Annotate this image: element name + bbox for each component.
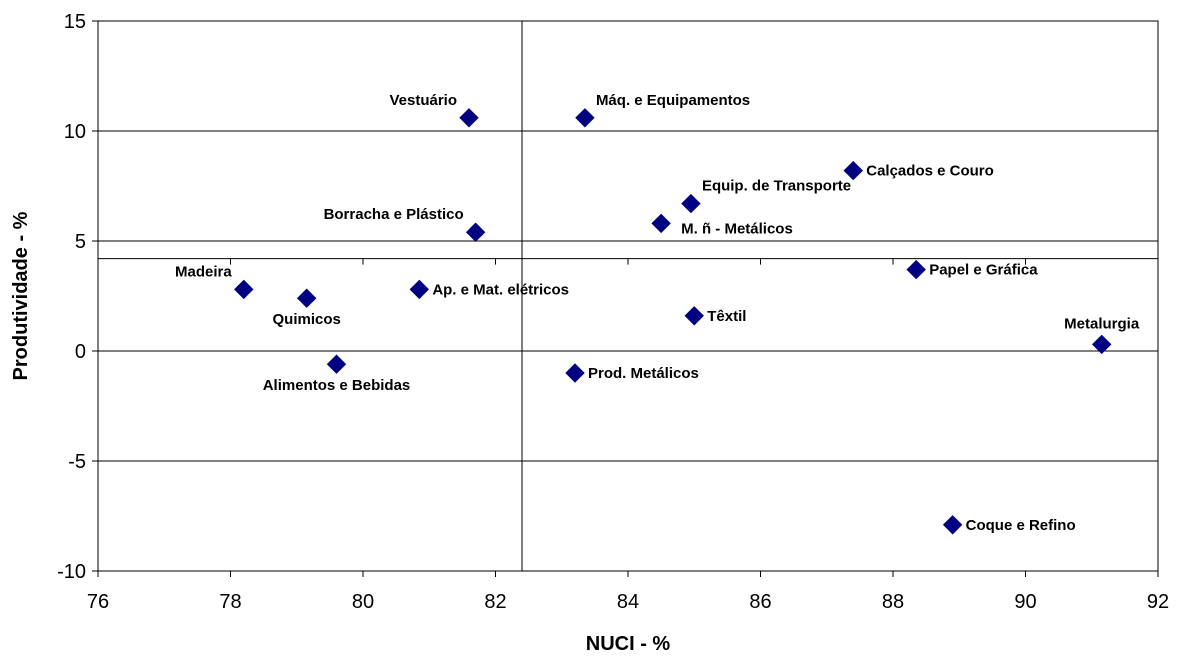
y-tick-label: -5 xyxy=(68,451,86,473)
y-tick-label: 5 xyxy=(75,231,86,253)
data-point xyxy=(684,306,704,326)
y-tick-label: 15 xyxy=(64,11,86,33)
axis-ticks: 76 78 80 82 84 86 88 90 92 -10 -5 0 5 10 15 xyxy=(57,11,1169,613)
y-axis-title: Produtividade - % xyxy=(10,211,32,380)
x-tick-label: 88 xyxy=(882,591,904,613)
point-label: Ap. e Mat. elétricos xyxy=(432,281,569,298)
data-point xyxy=(459,108,479,128)
data-point xyxy=(465,222,486,242)
data-point xyxy=(575,108,595,128)
point-label: Têxtil xyxy=(707,308,746,325)
x-tick-label: 86 xyxy=(749,591,771,613)
point-label: Vestuário xyxy=(389,92,457,109)
point-label: Coque e Refino xyxy=(966,517,1076,534)
x-axis-title: NUCI - % xyxy=(586,633,671,655)
data-point xyxy=(681,193,701,214)
point-label: Quimicos xyxy=(273,311,341,328)
y-tick-label: 10 xyxy=(64,121,86,143)
point-label: Alimentos e Bebidas xyxy=(263,377,411,394)
data-point xyxy=(296,288,317,308)
data-point xyxy=(234,279,254,300)
data-point xyxy=(326,354,347,374)
x-tick-label: 76 xyxy=(87,591,109,613)
point-label: M. ñ - Metálicos xyxy=(681,220,793,237)
point-label: Equip. de Transporte xyxy=(702,178,851,195)
data-points xyxy=(234,108,1112,535)
data-point xyxy=(651,213,671,234)
x-tick-label: 84 xyxy=(617,591,639,613)
point-labels: Vestuário Máq. e Equipamentos Calçados e C… xyxy=(175,92,1140,534)
point-label: Metalurgia xyxy=(1064,315,1140,332)
data-point xyxy=(843,160,863,181)
x-tick-label: 78 xyxy=(219,591,241,613)
x-tick-label: 82 xyxy=(484,591,506,613)
x-tick-label: 80 xyxy=(352,591,374,613)
data-point xyxy=(409,279,430,300)
y-tick-label: -10 xyxy=(57,561,86,583)
data-point xyxy=(1091,334,1112,355)
point-label: Madeira xyxy=(175,263,232,280)
x-tick-label: 92 xyxy=(1147,591,1169,613)
point-label: Papel e Gráfica xyxy=(929,262,1038,279)
y-tick-label: 0 xyxy=(75,341,86,363)
point-label: Borracha e Plástico xyxy=(324,206,464,223)
data-point xyxy=(942,515,963,535)
x-tick-label: 90 xyxy=(1014,591,1036,613)
data-point xyxy=(906,259,926,280)
point-label: Máq. e Equipamentos xyxy=(596,92,750,109)
point-label: Prod. Metálicos xyxy=(588,365,699,382)
data-point xyxy=(565,363,585,383)
point-label: Calçados e Couro xyxy=(866,163,994,180)
